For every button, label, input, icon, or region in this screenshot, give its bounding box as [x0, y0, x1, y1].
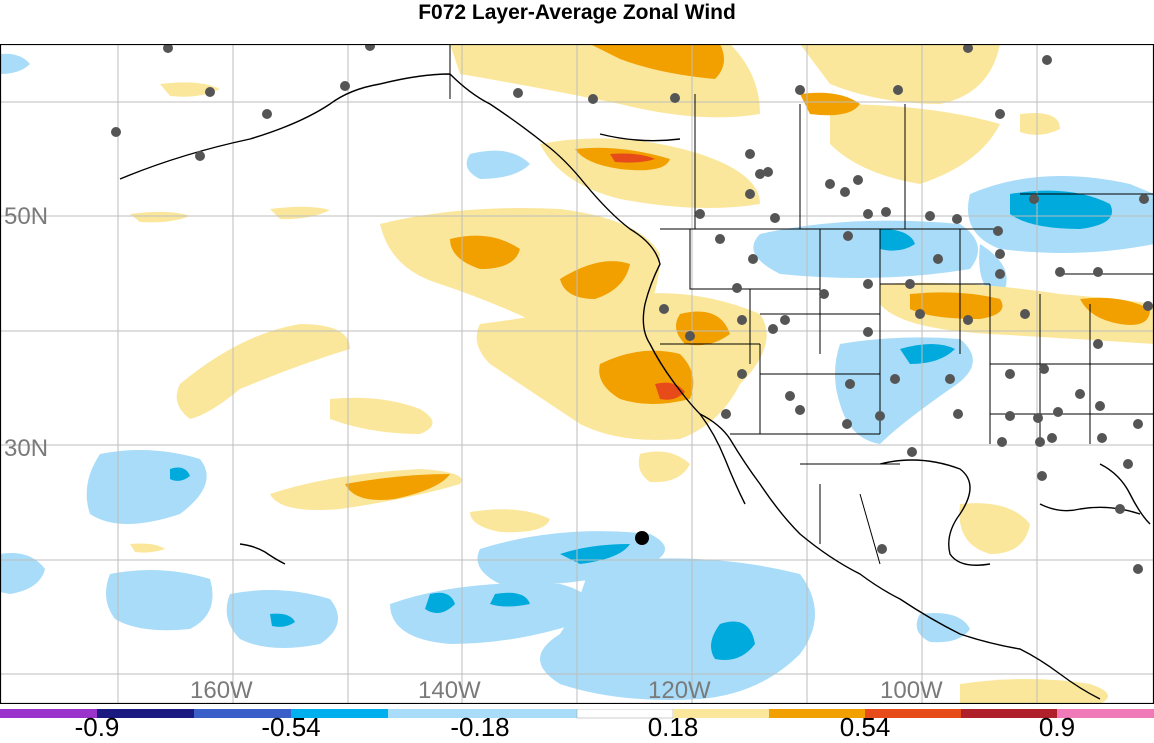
legend-label-0-18: 0.18 — [647, 712, 699, 742]
legend-label-0-9: 0.9 — [1038, 712, 1076, 742]
color-legend — [0, 706, 1154, 743]
lat-label-50n: 50N — [4, 203, 48, 230]
observation-stations — [111, 44, 1153, 574]
legend-swatch-4 — [388, 709, 577, 718]
lon-label-140w: 140W — [418, 677, 481, 704]
legend-swatch-9 — [961, 709, 1057, 718]
lat-label-30n: 30N — [4, 435, 48, 462]
color-legend-bar — [0, 708, 1154, 719]
legend-swatch-2 — [194, 709, 291, 718]
legend-swatch-6 — [673, 709, 769, 718]
lon-label-120w: 120W — [648, 677, 711, 704]
legend-swatch-3 — [291, 709, 388, 718]
legend-swatch-7 — [769, 709, 865, 718]
legend-swatch-1 — [97, 709, 194, 718]
legend-swatch-0 — [0, 709, 97, 718]
map-canvas: 50N 30N 160W 140W 120W 100W — [0, 44, 1154, 704]
legend-label-neg-0-18: -0.18 — [450, 712, 510, 742]
legend-label-0-54: 0.54 — [839, 712, 891, 742]
political-borders — [449, 44, 1154, 565]
legend-swatch-10 — [1057, 709, 1154, 718]
chart-title: F072 Layer-Average Zonal Wind — [418, 1, 736, 24]
legend-label-neg-0-54: -0.54 — [261, 712, 321, 742]
target-point — [635, 531, 649, 545]
lon-label-160w: 160W — [190, 677, 253, 704]
legend-label-neg-0-9: -0.9 — [74, 712, 120, 742]
graticule — [0, 44, 1154, 704]
map-panel: 50N 30N 160W 140W 120W 100W — [0, 44, 1154, 704]
legend-swatch-8 — [865, 709, 961, 718]
lon-label-100w: 100W — [880, 677, 943, 704]
